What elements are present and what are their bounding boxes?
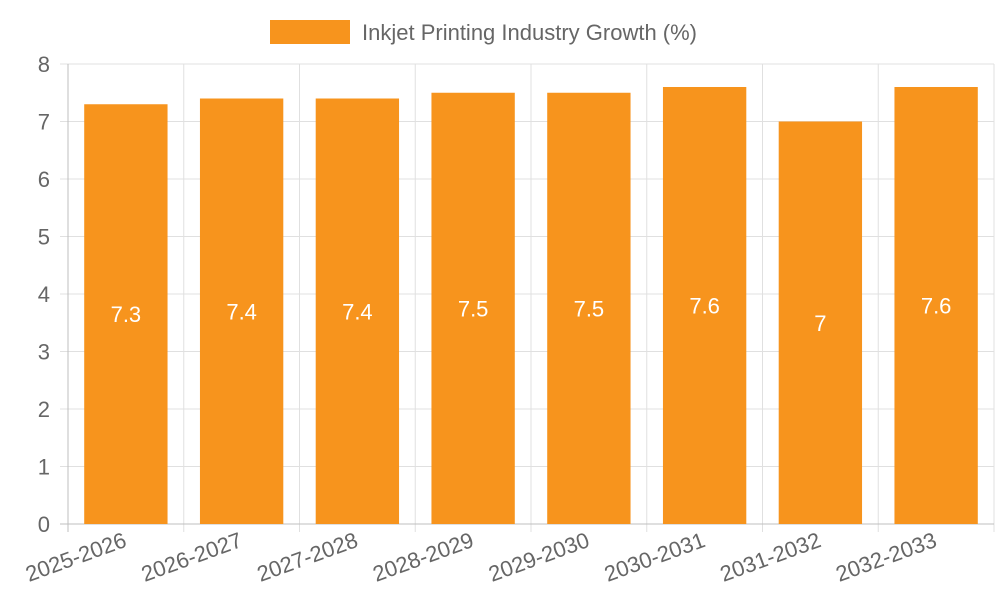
x-tick-label: 2027-2028	[254, 527, 361, 586]
bar-2031-2032[interactable]	[778, 121, 863, 525]
y-tick-label: 7	[38, 110, 50, 135]
bar-value-label: 7.6	[921, 294, 952, 319]
bar-2030-2031[interactable]	[662, 87, 747, 524]
bar-2027-2028[interactable]	[315, 98, 400, 525]
y-tick-label: 3	[38, 340, 50, 365]
x-tick-label: 2031-2032	[717, 527, 824, 586]
bar-2032-2033[interactable]	[894, 87, 978, 524]
bar-value-label: 7.3	[111, 302, 142, 327]
bar-value-label: 7.4	[226, 299, 257, 324]
x-tick-label: 2028-2029	[369, 527, 476, 586]
bars	[84, 87, 978, 524]
x-tick-label: 2030-2031	[601, 527, 708, 586]
y-tick-label: 1	[38, 455, 50, 480]
bar-value-label: 7.4	[342, 299, 373, 324]
y-axis-tick-labels: 0 1 2 3 4 5 6 7 8	[38, 52, 50, 537]
x-axis-tick-labels: 2025-2026 2026-2027 2027-2028 2028-2029 2029…	[22, 527, 940, 586]
y-tick-label: 4	[38, 282, 50, 307]
bar-2025-2026[interactable]	[84, 104, 168, 524]
x-tick-label: 2029-2030	[485, 527, 592, 586]
bar-value-labels: 7.3 7.4 7.4 7.5 7.5 7.6 7 7.6	[111, 294, 952, 336]
y-tick-label: 0	[38, 512, 50, 537]
y-tick-label: 6	[38, 167, 50, 192]
bar-2028-2029[interactable]	[431, 92, 515, 524]
x-tick-label: 2032-2033	[832, 527, 939, 586]
legend-swatch[interactable]	[270, 20, 350, 44]
bar-value-label: 7	[814, 311, 826, 336]
x-tick-label: 2026-2027	[138, 527, 245, 586]
bar-value-label: 7.5	[458, 296, 489, 321]
bar-value-label: 7.6	[689, 294, 720, 319]
y-tick-label: 5	[38, 225, 50, 250]
bar-2029-2030[interactable]	[547, 92, 631, 524]
legend-label[interactable]: Inkjet Printing Industry Growth (%)	[362, 20, 697, 45]
legend[interactable]: Inkjet Printing Industry Growth (%)	[270, 20, 697, 45]
y-tick-label: 8	[38, 52, 50, 77]
bar-2026-2027[interactable]	[199, 98, 284, 525]
bar-value-label: 7.5	[574, 296, 605, 321]
y-tick-label: 2	[38, 397, 50, 422]
